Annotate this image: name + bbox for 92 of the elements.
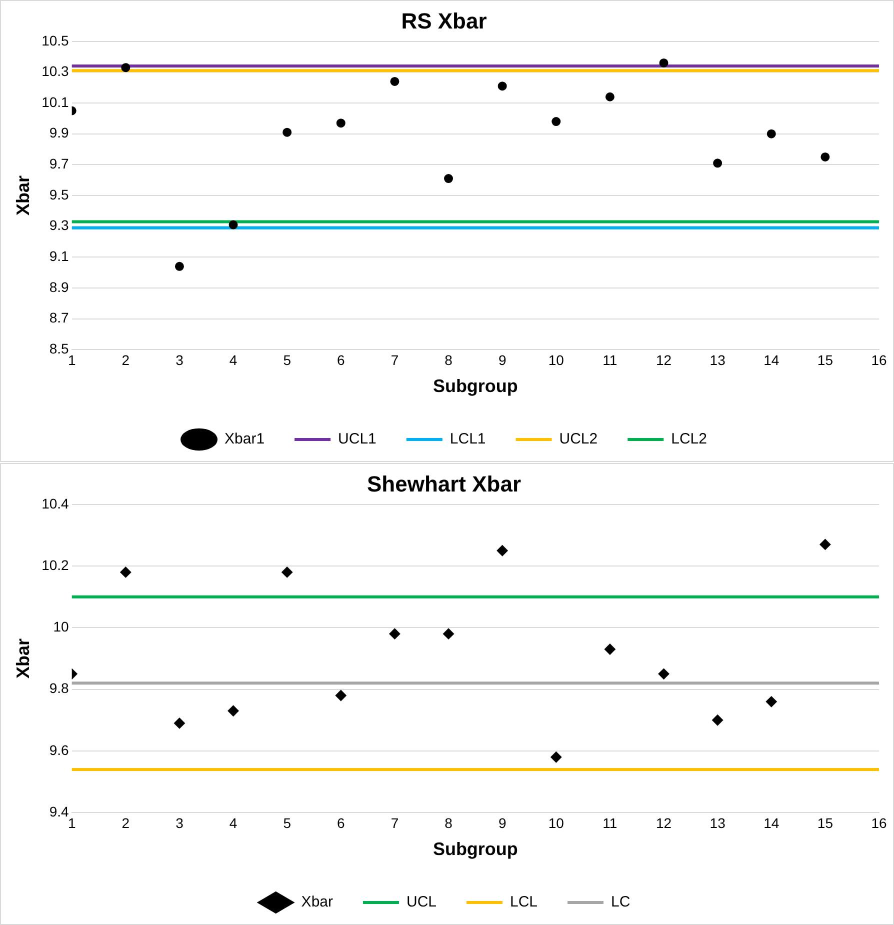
y-tick-label: 8.7 [49,310,70,326]
point [605,92,614,102]
point [766,129,776,138]
y-tick-label: 9.6 [49,742,70,758]
point [712,714,724,726]
y-tick-label: 10.4 [42,495,70,512]
y-tick-label: 9.4 [49,803,70,820]
chart-title: RS Xbar [401,8,488,34]
point [443,628,454,640]
x-tick-label: 16 [871,352,887,368]
legend-label: LCL2 [671,430,707,448]
x-tick-label: 8 [444,814,453,831]
x-tick-label: 16 [871,814,887,831]
y-tick-label: 9.8 [49,680,70,696]
x-axis-title: Subgroup [432,839,518,860]
point [174,262,184,271]
x-tick-label: 12 [656,814,672,831]
point [552,117,561,126]
x-tick-label: 11 [602,352,618,368]
legend-label: UCL2 [559,430,598,448]
point [282,128,292,137]
point [498,82,507,91]
y-tick-label: 9.5 [49,186,70,202]
x-tick-label: 15 [817,814,834,831]
x-tick-label: 6 [337,814,345,831]
x-tick-label: 9 [498,814,506,831]
x-tick-label: 4 [229,814,238,831]
x-tick-label: 13 [710,352,726,368]
x-tick-label: 7 [390,814,399,831]
point [390,76,400,86]
y-tick-label: 10 [53,618,70,635]
x-tick-label: 12 [656,352,672,368]
x-tick-label: 10 [548,352,564,368]
point [766,696,777,708]
point [659,58,668,68]
y-tick-label: 10.2 [42,556,70,573]
y-tick-label: 9.9 [49,124,70,141]
point [121,63,130,72]
point [120,566,132,578]
x-tick-label: 3 [176,352,184,368]
x-tick-label: 14 [764,814,780,831]
point [496,545,508,556]
y-axis-title: Xbar [12,175,33,216]
x-tick-label: 15 [817,352,834,368]
legend-label: LCL1 [450,430,486,448]
y-tick-label: 10.1 [42,94,70,110]
legend-label: Xbar [301,894,333,911]
y-tick-label: 10.5 [42,32,70,48]
point [228,220,238,230]
x-tick-label: 9 [498,352,506,368]
y-tick-label: 8.5 [49,340,70,356]
x-tick-label: 1 [68,814,76,831]
legend-label: LC [611,894,630,911]
point [550,752,562,763]
x-tick-label: 2 [122,352,130,368]
x-tick-label: 14 [764,352,780,368]
point [604,644,616,655]
point [713,158,722,168]
x-tick-label: 6 [337,352,345,368]
point [282,566,293,578]
legend-label: Xbar1 [224,430,265,448]
y-tick-label: 9.7 [49,156,70,172]
x-tick-label: 8 [444,352,453,368]
point [389,628,400,640]
x-tick-label: 5 [283,814,292,831]
point [336,118,346,128]
x-axis-title: Subgroup [432,376,518,396]
x-tick-label: 3 [176,814,184,831]
point [820,152,830,162]
x-tick-label: 4 [229,352,238,368]
y-tick-label: 9.1 [49,248,70,264]
chart-title: Shewhart Xbar [366,471,522,496]
x-tick-label: 10 [548,814,564,831]
legend-label: UCL [406,894,437,911]
y-tick-label: 10.3 [42,63,70,80]
x-tick-label: 7 [390,352,399,368]
point [658,668,670,680]
x-tick-label: 5 [283,352,292,368]
x-tick-label: 2 [122,814,130,831]
y-tick-label: 8.9 [49,278,70,295]
legend-label: LCL [510,894,538,911]
x-tick-label: 11 [602,814,618,831]
x-tick-label: 13 [710,814,726,831]
y-axis-title: Xbar [12,638,33,679]
point [444,174,454,184]
point [820,538,831,550]
point [228,705,239,716]
point [174,718,185,729]
x-tick-label: 1 [68,352,76,368]
legend-label: UCL1 [338,430,376,448]
point [335,690,346,701]
y-tick-label: 9.3 [49,217,70,234]
